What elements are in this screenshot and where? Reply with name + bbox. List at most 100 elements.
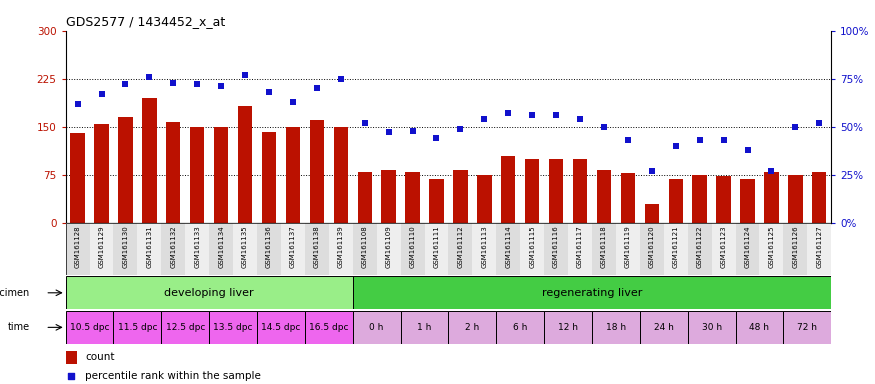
Bar [304, 311, 353, 344]
Text: GSM161123: GSM161123 [721, 225, 726, 268]
Bar [449, 311, 496, 344]
Text: time: time [8, 322, 30, 333]
Bar [238, 106, 252, 223]
Bar [711, 223, 736, 275]
Bar [114, 311, 161, 344]
Bar [640, 223, 664, 275]
Point [214, 83, 228, 89]
Point [645, 168, 659, 174]
Bar [688, 311, 736, 344]
Text: 0 h: 0 h [369, 323, 384, 332]
Bar [66, 351, 77, 364]
Text: 12.5 dpc: 12.5 dpc [165, 323, 205, 332]
Text: GSM161115: GSM161115 [529, 225, 536, 268]
Text: 24 h: 24 h [654, 323, 674, 332]
Bar [592, 223, 616, 275]
Bar [353, 223, 376, 275]
Text: specimen: specimen [0, 288, 30, 298]
Bar [812, 172, 827, 223]
Bar [209, 311, 257, 344]
Bar [214, 127, 228, 223]
Bar [544, 311, 592, 344]
Point [525, 112, 539, 118]
Bar [333, 127, 348, 223]
Point [740, 147, 754, 153]
Bar [760, 223, 783, 275]
Bar [736, 311, 783, 344]
Bar [424, 223, 449, 275]
Bar [473, 223, 496, 275]
Point [717, 137, 731, 143]
Text: GSM161125: GSM161125 [768, 225, 774, 268]
Text: 14.5 dpc: 14.5 dpc [262, 323, 301, 332]
Bar [449, 223, 472, 275]
Bar [544, 223, 568, 275]
Point [64, 372, 78, 379]
Bar [70, 133, 85, 223]
Text: GDS2577 / 1434452_x_at: GDS2577 / 1434452_x_at [66, 15, 225, 28]
Bar [353, 311, 401, 344]
Bar [281, 223, 304, 275]
Point [143, 74, 157, 80]
Bar [186, 223, 209, 275]
Bar [740, 179, 755, 223]
Point [310, 85, 324, 91]
Bar [592, 311, 640, 344]
Text: 6 h: 6 h [513, 323, 528, 332]
Text: GSM161120: GSM161120 [648, 225, 654, 268]
Bar [114, 223, 137, 275]
Text: GSM161133: GSM161133 [194, 225, 200, 268]
Point [765, 168, 779, 174]
Bar [257, 311, 304, 344]
Point [71, 101, 85, 107]
Text: 16.5 dpc: 16.5 dpc [309, 323, 348, 332]
Bar [477, 175, 492, 223]
Bar [66, 223, 89, 275]
Point [286, 99, 300, 105]
Bar [401, 223, 424, 275]
Bar [453, 170, 467, 223]
Bar [616, 223, 640, 275]
Bar [692, 175, 707, 223]
Text: 13.5 dpc: 13.5 dpc [214, 323, 253, 332]
Text: GSM161117: GSM161117 [577, 225, 583, 268]
Text: GSM161114: GSM161114 [505, 225, 511, 268]
Point [788, 124, 802, 130]
Bar [304, 223, 329, 275]
Bar [783, 311, 831, 344]
Bar [89, 223, 114, 275]
Bar [118, 117, 133, 223]
Bar [286, 127, 300, 223]
Bar [401, 311, 449, 344]
Text: GSM161127: GSM161127 [816, 225, 822, 268]
Point [501, 110, 515, 116]
Point [621, 137, 635, 143]
Point [693, 137, 707, 143]
Text: 1 h: 1 h [417, 323, 431, 332]
Point [478, 116, 492, 122]
Bar [764, 172, 779, 223]
Point [430, 135, 444, 141]
Text: GSM161135: GSM161135 [242, 225, 248, 268]
Point [405, 127, 419, 134]
Point [94, 91, 108, 97]
Bar [262, 132, 276, 223]
Bar [137, 223, 161, 275]
Bar [310, 120, 324, 223]
Text: 10.5 dpc: 10.5 dpc [70, 323, 109, 332]
Point [166, 79, 180, 86]
Text: GSM161139: GSM161139 [338, 225, 344, 268]
Bar [808, 223, 831, 275]
Bar [166, 122, 180, 223]
Bar [257, 223, 281, 275]
Bar [549, 159, 564, 223]
Bar [496, 223, 521, 275]
Text: GSM161136: GSM161136 [266, 225, 272, 268]
Bar [521, 223, 544, 275]
Bar [501, 156, 515, 223]
Bar [717, 176, 731, 223]
Text: GSM161131: GSM161131 [146, 225, 152, 268]
Text: 48 h: 48 h [750, 323, 769, 332]
Text: GSM161129: GSM161129 [99, 225, 104, 268]
Point [358, 120, 372, 126]
